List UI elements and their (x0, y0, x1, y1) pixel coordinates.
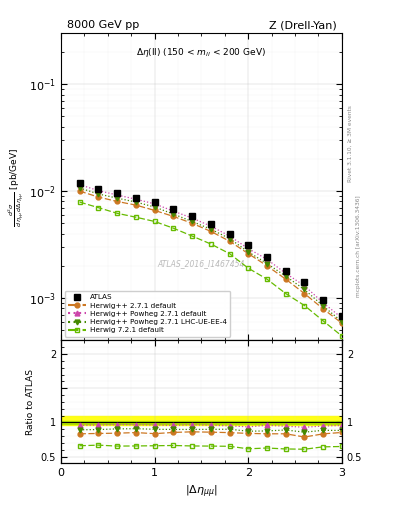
Text: mcplots.cern.ch [arXiv:1306.3436]: mcplots.cern.ch [arXiv:1306.3436] (356, 195, 361, 296)
Text: Z (Drell-Yan): Z (Drell-Yan) (268, 20, 336, 30)
Text: Rivet 3.1.10, ≥ 3M events: Rivet 3.1.10, ≥ 3M events (348, 105, 353, 182)
Y-axis label: $\frac{d^2\sigma}{d\,\eta_{\mu\mu}\,d\Delta\eta_{\mu\mu}}$ [pb/GeV]: $\frac{d^2\sigma}{d\,\eta_{\mu\mu}\,d\De… (7, 147, 26, 226)
Text: 8000 GeV pp: 8000 GeV pp (66, 20, 139, 30)
Text: $\Delta\eta$(ll) (150 < $m_{ll}$ < 200 GeV): $\Delta\eta$(ll) (150 < $m_{ll}$ < 200 G… (136, 46, 266, 58)
Y-axis label: Ratio to ATLAS: Ratio to ATLAS (26, 369, 35, 435)
X-axis label: $|\Delta\eta_{\mu\mu}|$: $|\Delta\eta_{\mu\mu}|$ (185, 484, 218, 500)
Text: ATLAS_2016_I1467454: ATLAS_2016_I1467454 (158, 259, 245, 268)
Legend: ATLAS, Herwig++ 2.7.1 default, Herwig++ Powheg 2.7.1 default, Herwig++ Powheg 2.: ATLAS, Herwig++ 2.7.1 default, Herwig++ … (64, 291, 230, 337)
